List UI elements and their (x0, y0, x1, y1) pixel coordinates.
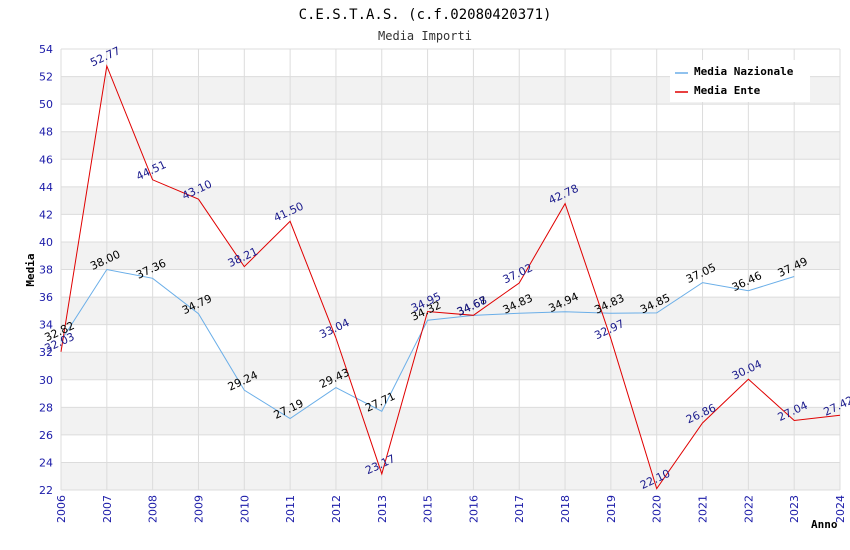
x-tick-label: 2023 (788, 495, 801, 523)
series-lines (60, 64, 841, 490)
grid-band (61, 241, 840, 270)
legend-box (670, 60, 810, 102)
x-tick-label: 2017 (513, 495, 526, 523)
y-tick-label: 30 (39, 374, 53, 387)
grid-band (61, 462, 840, 490)
y-axis-ticks: 22 24 26 28 30 32 34 36 38 40 42 44 46 48 50 52 54 (39, 43, 53, 497)
legend-label-national: Media Nazionale (694, 65, 794, 78)
y-tick-label: 52 (39, 71, 53, 84)
x-tick-label: 2016 (467, 495, 480, 523)
x-tick-label: 2006 (55, 495, 68, 523)
x-axis-label: Anno (811, 518, 838, 531)
x-tick-label: 2020 (651, 495, 664, 523)
grid-band (61, 131, 840, 160)
grid-bands (61, 76, 840, 490)
y-tick-label: 36 (39, 291, 53, 304)
y-tick-label: 32 (39, 346, 53, 359)
x-tick-label: 2008 (147, 495, 160, 523)
y-tick-label: 34 (39, 319, 53, 332)
x-tick-label: 2022 (742, 495, 755, 523)
y-axis-label: Media (24, 253, 37, 286)
grid-band (61, 407, 840, 435)
x-tick-label: 2015 (422, 495, 435, 523)
x-tick-label: 2010 (238, 495, 251, 523)
y-tick-label: 44 (39, 181, 53, 194)
x-axis-ticks: 2006 2007 2008 2009 2010 2011 2012 2013 2015 2016… (55, 495, 847, 523)
x-tick-label: 2012 (330, 495, 343, 523)
chart-subtitle: Media Importi (378, 29, 472, 43)
x-tick-label: 2009 (192, 495, 205, 523)
grid-band (61, 297, 840, 325)
y-tick-label: 38 (39, 264, 53, 277)
x-tick-label: 2011 (284, 495, 297, 523)
legend: Media Nazionale Media Ente (670, 60, 810, 102)
x-tick-label: 2024 (834, 495, 847, 523)
y-tick-label: 46 (39, 153, 53, 166)
series-line-0 (60, 268, 795, 420)
grid-band (61, 352, 840, 380)
y-tick-label: 28 (39, 401, 53, 414)
y-tick-label: 54 (39, 43, 53, 56)
y-tick-label: 24 (39, 456, 53, 469)
chart-title: C.E.S.T.A.S. (c.f.02080420371) (299, 7, 552, 23)
y-tick-label: 40 (39, 236, 53, 249)
data-label: 52.77 (88, 44, 122, 69)
x-tick-label: 2019 (605, 495, 618, 523)
y-tick-label: 48 (39, 126, 53, 139)
series-line-1 (60, 64, 841, 490)
y-tick-label: 22 (39, 484, 53, 497)
x-tick-label: 2018 (559, 495, 572, 523)
y-tick-label: 26 (39, 429, 53, 442)
legend-label-ente: Media Ente (694, 84, 761, 97)
x-tick-label: 2021 (697, 495, 710, 523)
grid-band (61, 186, 840, 215)
data-label: 44.51 (134, 158, 168, 183)
y-tick-label: 50 (39, 98, 53, 111)
y-tick-label: 42 (39, 208, 53, 221)
x-tick-label: 2007 (101, 495, 114, 523)
x-tick-label: 2013 (376, 495, 389, 523)
